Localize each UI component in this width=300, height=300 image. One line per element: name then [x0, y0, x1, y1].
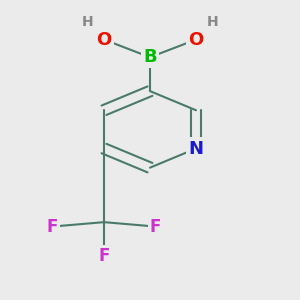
Text: F: F	[47, 218, 58, 236]
Text: N: N	[188, 140, 203, 158]
Text: F: F	[98, 247, 110, 265]
Text: B: B	[143, 48, 157, 66]
Text: O: O	[96, 31, 112, 49]
Text: H: H	[82, 15, 93, 29]
Text: F: F	[150, 218, 161, 236]
Text: O: O	[188, 31, 204, 49]
Text: H: H	[207, 15, 218, 29]
